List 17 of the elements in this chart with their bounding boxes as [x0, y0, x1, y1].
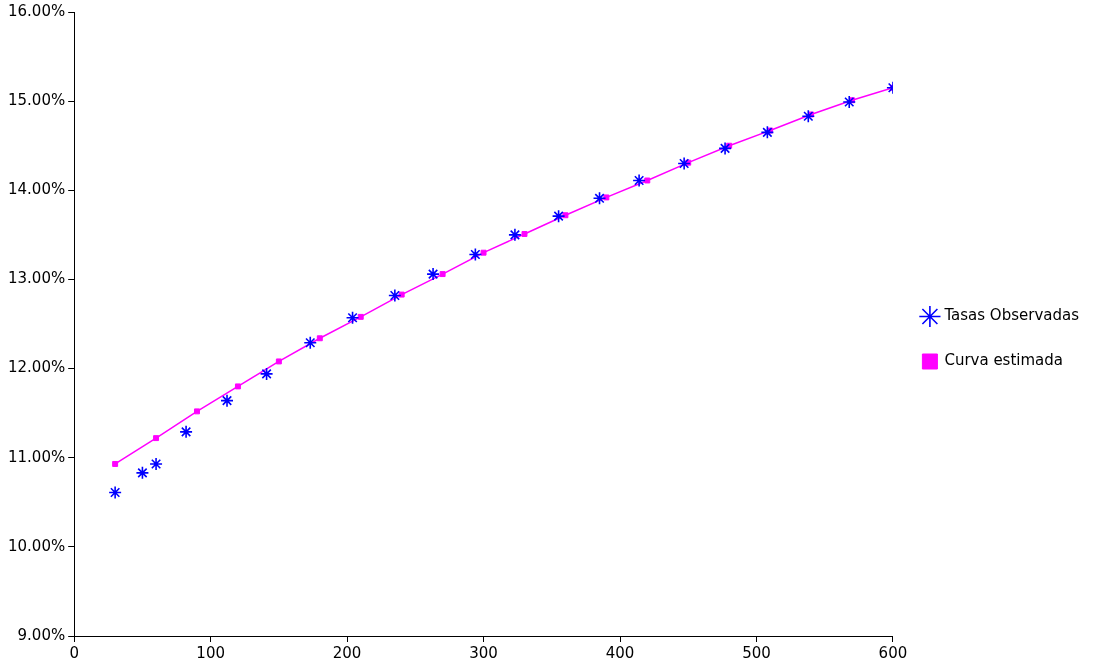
y-tick-label: 14.00% [7, 180, 66, 199]
y-tick-label: 11.00% [7, 447, 66, 466]
y-tick-label: 10.00% [7, 536, 66, 555]
legend-label: Curva estimada [944, 351, 1063, 370]
x-tick-label: 200 [332, 643, 362, 662]
y-tick-label: 13.00% [7, 269, 66, 288]
y-tick-label: 12.00% [7, 358, 66, 377]
x-tick-label: 600 [878, 643, 908, 662]
x-tick-label: 100 [196, 643, 225, 662]
y-tick-label: 16.00% [7, 1, 66, 20]
x-tick-label: 500 [742, 643, 771, 662]
y-tick-label: 9.00% [17, 625, 66, 644]
x-tick-label: 0 [69, 643, 79, 662]
legend-label: Tasas Observadas [943, 306, 1080, 325]
x-tick-label: 300 [469, 643, 498, 662]
x-tick-label: 400 [605, 643, 635, 662]
y-tick-label: 15.00% [7, 91, 66, 110]
